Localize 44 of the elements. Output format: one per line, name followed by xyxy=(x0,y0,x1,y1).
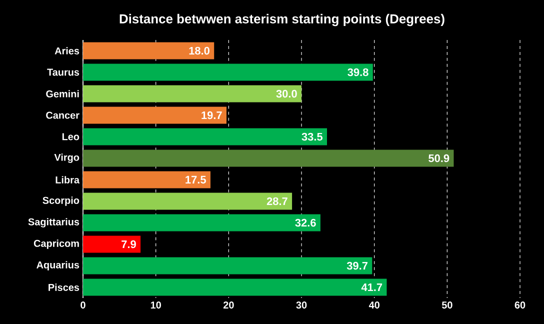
bar xyxy=(83,106,226,124)
bar xyxy=(83,128,327,146)
x-tick-label: 0 xyxy=(80,302,86,309)
data-label: 39.7 xyxy=(346,262,368,270)
y-tick-label: Pisces xyxy=(48,284,80,291)
bar xyxy=(83,214,320,232)
y-tick-label: Sagittarius xyxy=(28,218,80,228)
bar xyxy=(83,192,292,210)
data-label: 18.0 xyxy=(189,46,210,55)
data-label: 30.0 xyxy=(276,90,297,98)
data-label: 33.5 xyxy=(302,132,322,141)
y-tick-label: Cancer xyxy=(46,112,80,119)
y-tick-label: Aries xyxy=(54,47,80,54)
y-tick-label: Aquarius xyxy=(36,261,80,270)
chart-title: Distance betwwen asterism starting points (Degrees) xyxy=(120,14,444,26)
data-label: 41.7 xyxy=(361,283,382,292)
bar xyxy=(83,171,210,188)
bar xyxy=(83,278,387,296)
bar xyxy=(83,64,373,81)
x-tick-label: 10 xyxy=(150,302,161,309)
bar xyxy=(83,257,372,274)
data-label: 17.5 xyxy=(186,176,206,184)
bar xyxy=(83,150,454,167)
x-tick-label: 30 xyxy=(296,302,307,309)
bar xyxy=(83,236,141,253)
x-tick-label: 40 xyxy=(368,302,380,309)
y-tick-label: Scorpio xyxy=(42,196,80,206)
data-label: 50.9 xyxy=(428,154,450,162)
bar xyxy=(83,42,214,60)
y-tick-label: Gemini xyxy=(46,90,79,98)
y-tick-label: Libra xyxy=(56,176,80,184)
data-label: 19.7 xyxy=(202,111,222,120)
bar xyxy=(83,85,302,102)
data-label: 32.6 xyxy=(295,218,316,227)
x-tick-label: 20 xyxy=(223,302,234,309)
data-label: 28.7 xyxy=(266,197,288,206)
y-tick-label: Capricom xyxy=(34,240,79,249)
x-tick-label: 60 xyxy=(514,302,526,309)
x-tick-label: 50 xyxy=(442,302,452,309)
y-tick-label: Virgo xyxy=(54,154,80,163)
y-tick-label: Taurus xyxy=(47,68,80,76)
y-tick-label: Leo xyxy=(62,133,80,140)
data-label: 39.8 xyxy=(348,68,368,76)
data-label: 7.9 xyxy=(122,240,136,248)
